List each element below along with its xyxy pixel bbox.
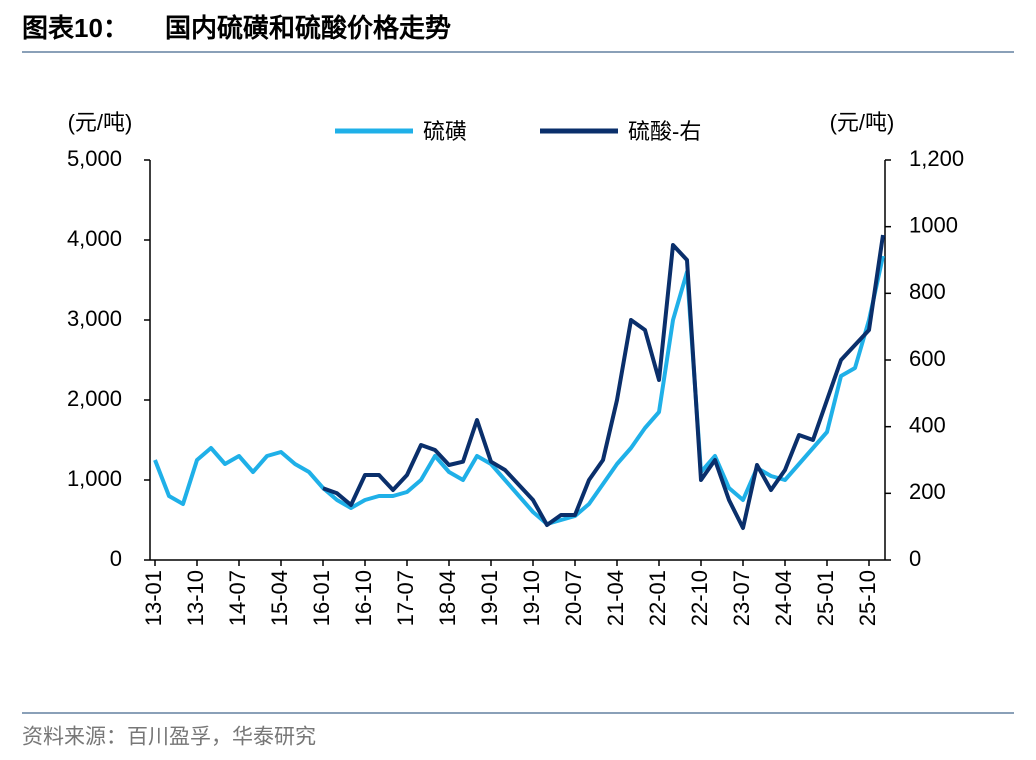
x-tick-label: 19-10 xyxy=(519,570,544,626)
y-tick-label: 3,000 xyxy=(67,306,122,331)
y2-tick-label: 800 xyxy=(909,279,946,304)
x-tick-label: 24-04 xyxy=(771,570,796,626)
y-tick-label: 5,000 xyxy=(67,146,122,171)
series-line xyxy=(322,234,885,530)
y2-tick-label: 1,200 xyxy=(909,146,964,171)
x-tick-label: 20-07 xyxy=(561,570,586,626)
y2-tick-label: 600 xyxy=(909,346,946,371)
y-tick-label: 4,000 xyxy=(67,226,122,251)
x-tick-label: 16-01 xyxy=(309,570,334,626)
header-title: 国内硫磺和硫酸价格走势 xyxy=(165,13,451,43)
x-tick-label: 25-01 xyxy=(813,570,838,626)
legend-label: 硫磺 xyxy=(423,119,467,144)
x-tick-label: 14-07 xyxy=(225,570,250,626)
y2-unit: (元/吨) xyxy=(830,110,895,135)
y2-tick-label: 0 xyxy=(909,546,921,571)
x-tick-label: 23-07 xyxy=(729,570,754,626)
legend-label: 硫酸-右 xyxy=(628,119,701,144)
y2-tick-label: 400 xyxy=(909,412,946,437)
y-tick-label: 0 xyxy=(110,546,122,571)
x-tick-label: 17-07 xyxy=(393,570,418,626)
x-tick-label: 13-10 xyxy=(183,570,208,626)
y-unit: (元/吨) xyxy=(68,110,133,135)
x-tick-label: 18-04 xyxy=(435,570,460,626)
x-tick-label: 22-10 xyxy=(687,570,712,626)
x-tick-label: 15-04 xyxy=(267,570,292,626)
x-tick-label: 21-04 xyxy=(603,570,628,626)
x-tick-label: 22-01 xyxy=(645,570,670,626)
x-tick-label: 16-10 xyxy=(351,570,376,626)
y-tick-label: 1,000 xyxy=(67,466,122,491)
x-tick-label: 13-01 xyxy=(141,570,166,626)
source: 资料来源：百川盈孚，华泰研究 xyxy=(22,726,316,749)
x-tick-label: 25-10 xyxy=(855,570,880,626)
header-label: 图表10： xyxy=(22,13,129,43)
y2-tick-label: 1000 xyxy=(909,212,958,237)
y2-tick-label: 200 xyxy=(909,479,946,504)
x-tick-label: 19-01 xyxy=(477,570,502,626)
y-tick-label: 2,000 xyxy=(67,386,122,411)
